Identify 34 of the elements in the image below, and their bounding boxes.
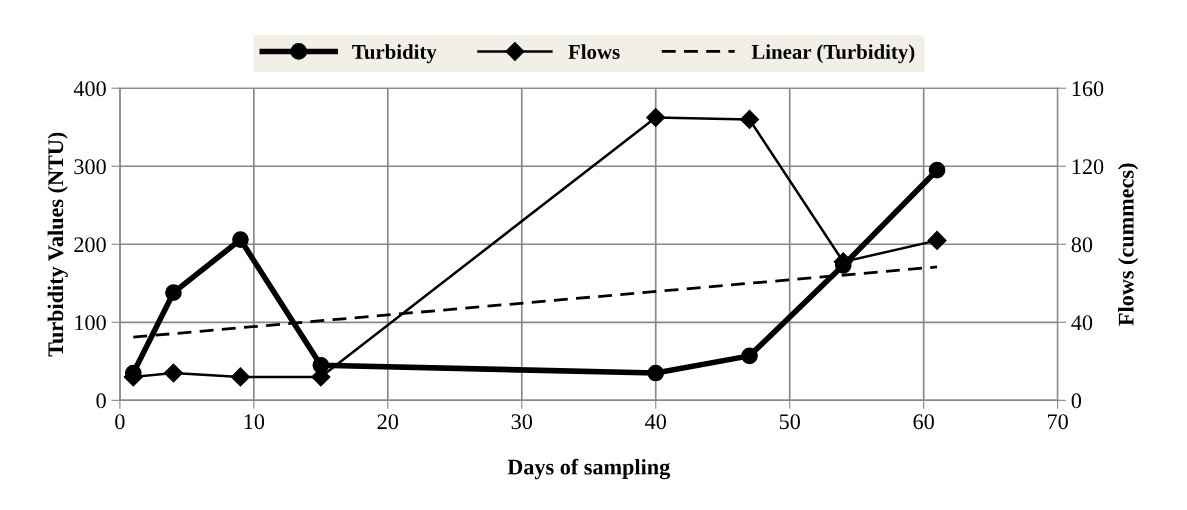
point [163, 363, 184, 383]
x-tick-label: 60 [913, 414, 934, 430]
x-tick-label: 30 [511, 414, 533, 430]
y-tick-label: 200 [74, 237, 106, 253]
x-tick-label: 0 [115, 414, 125, 430]
point [739, 109, 760, 129]
point [928, 161, 946, 179]
y-axis-title: Turbidity Values (NTU) [47, 132, 68, 357]
x-tick-label: 40 [645, 414, 666, 430]
y-tick-label: 0 [96, 393, 106, 409]
y-tick-label: 300 [74, 159, 106, 175]
point [230, 367, 250, 387]
x-tick-label: 50 [779, 414, 800, 430]
y-tick-label: 100 [75, 315, 106, 331]
point [927, 230, 947, 250]
point [646, 107, 666, 128]
y2-tick-label: 40 [1071, 315, 1093, 331]
y2-tick-label: 160 [1072, 81, 1104, 97]
y2-axis-title: Flows (cummecs) [1118, 163, 1139, 326]
y2-tick-label: 0 [1071, 393, 1082, 409]
point [647, 364, 665, 382]
y-tick-label: 400 [73, 81, 106, 97]
x-tick-label: 70 [1047, 414, 1068, 430]
legend-label: Linear (Turbidity) [751, 44, 915, 64]
point [232, 231, 249, 248]
y2-tick-label: 80 [1071, 237, 1093, 253]
point [741, 347, 758, 365]
x-axis-title: Days of sampling [507, 458, 671, 480]
legend-label: Turbidity [352, 44, 437, 64]
y2-tick-label: 120 [1072, 159, 1104, 175]
legend-label: Flows [568, 44, 620, 59]
x-tick-label: 10 [244, 414, 265, 430]
x-tick-label: 20 [377, 414, 399, 430]
point [165, 284, 182, 302]
